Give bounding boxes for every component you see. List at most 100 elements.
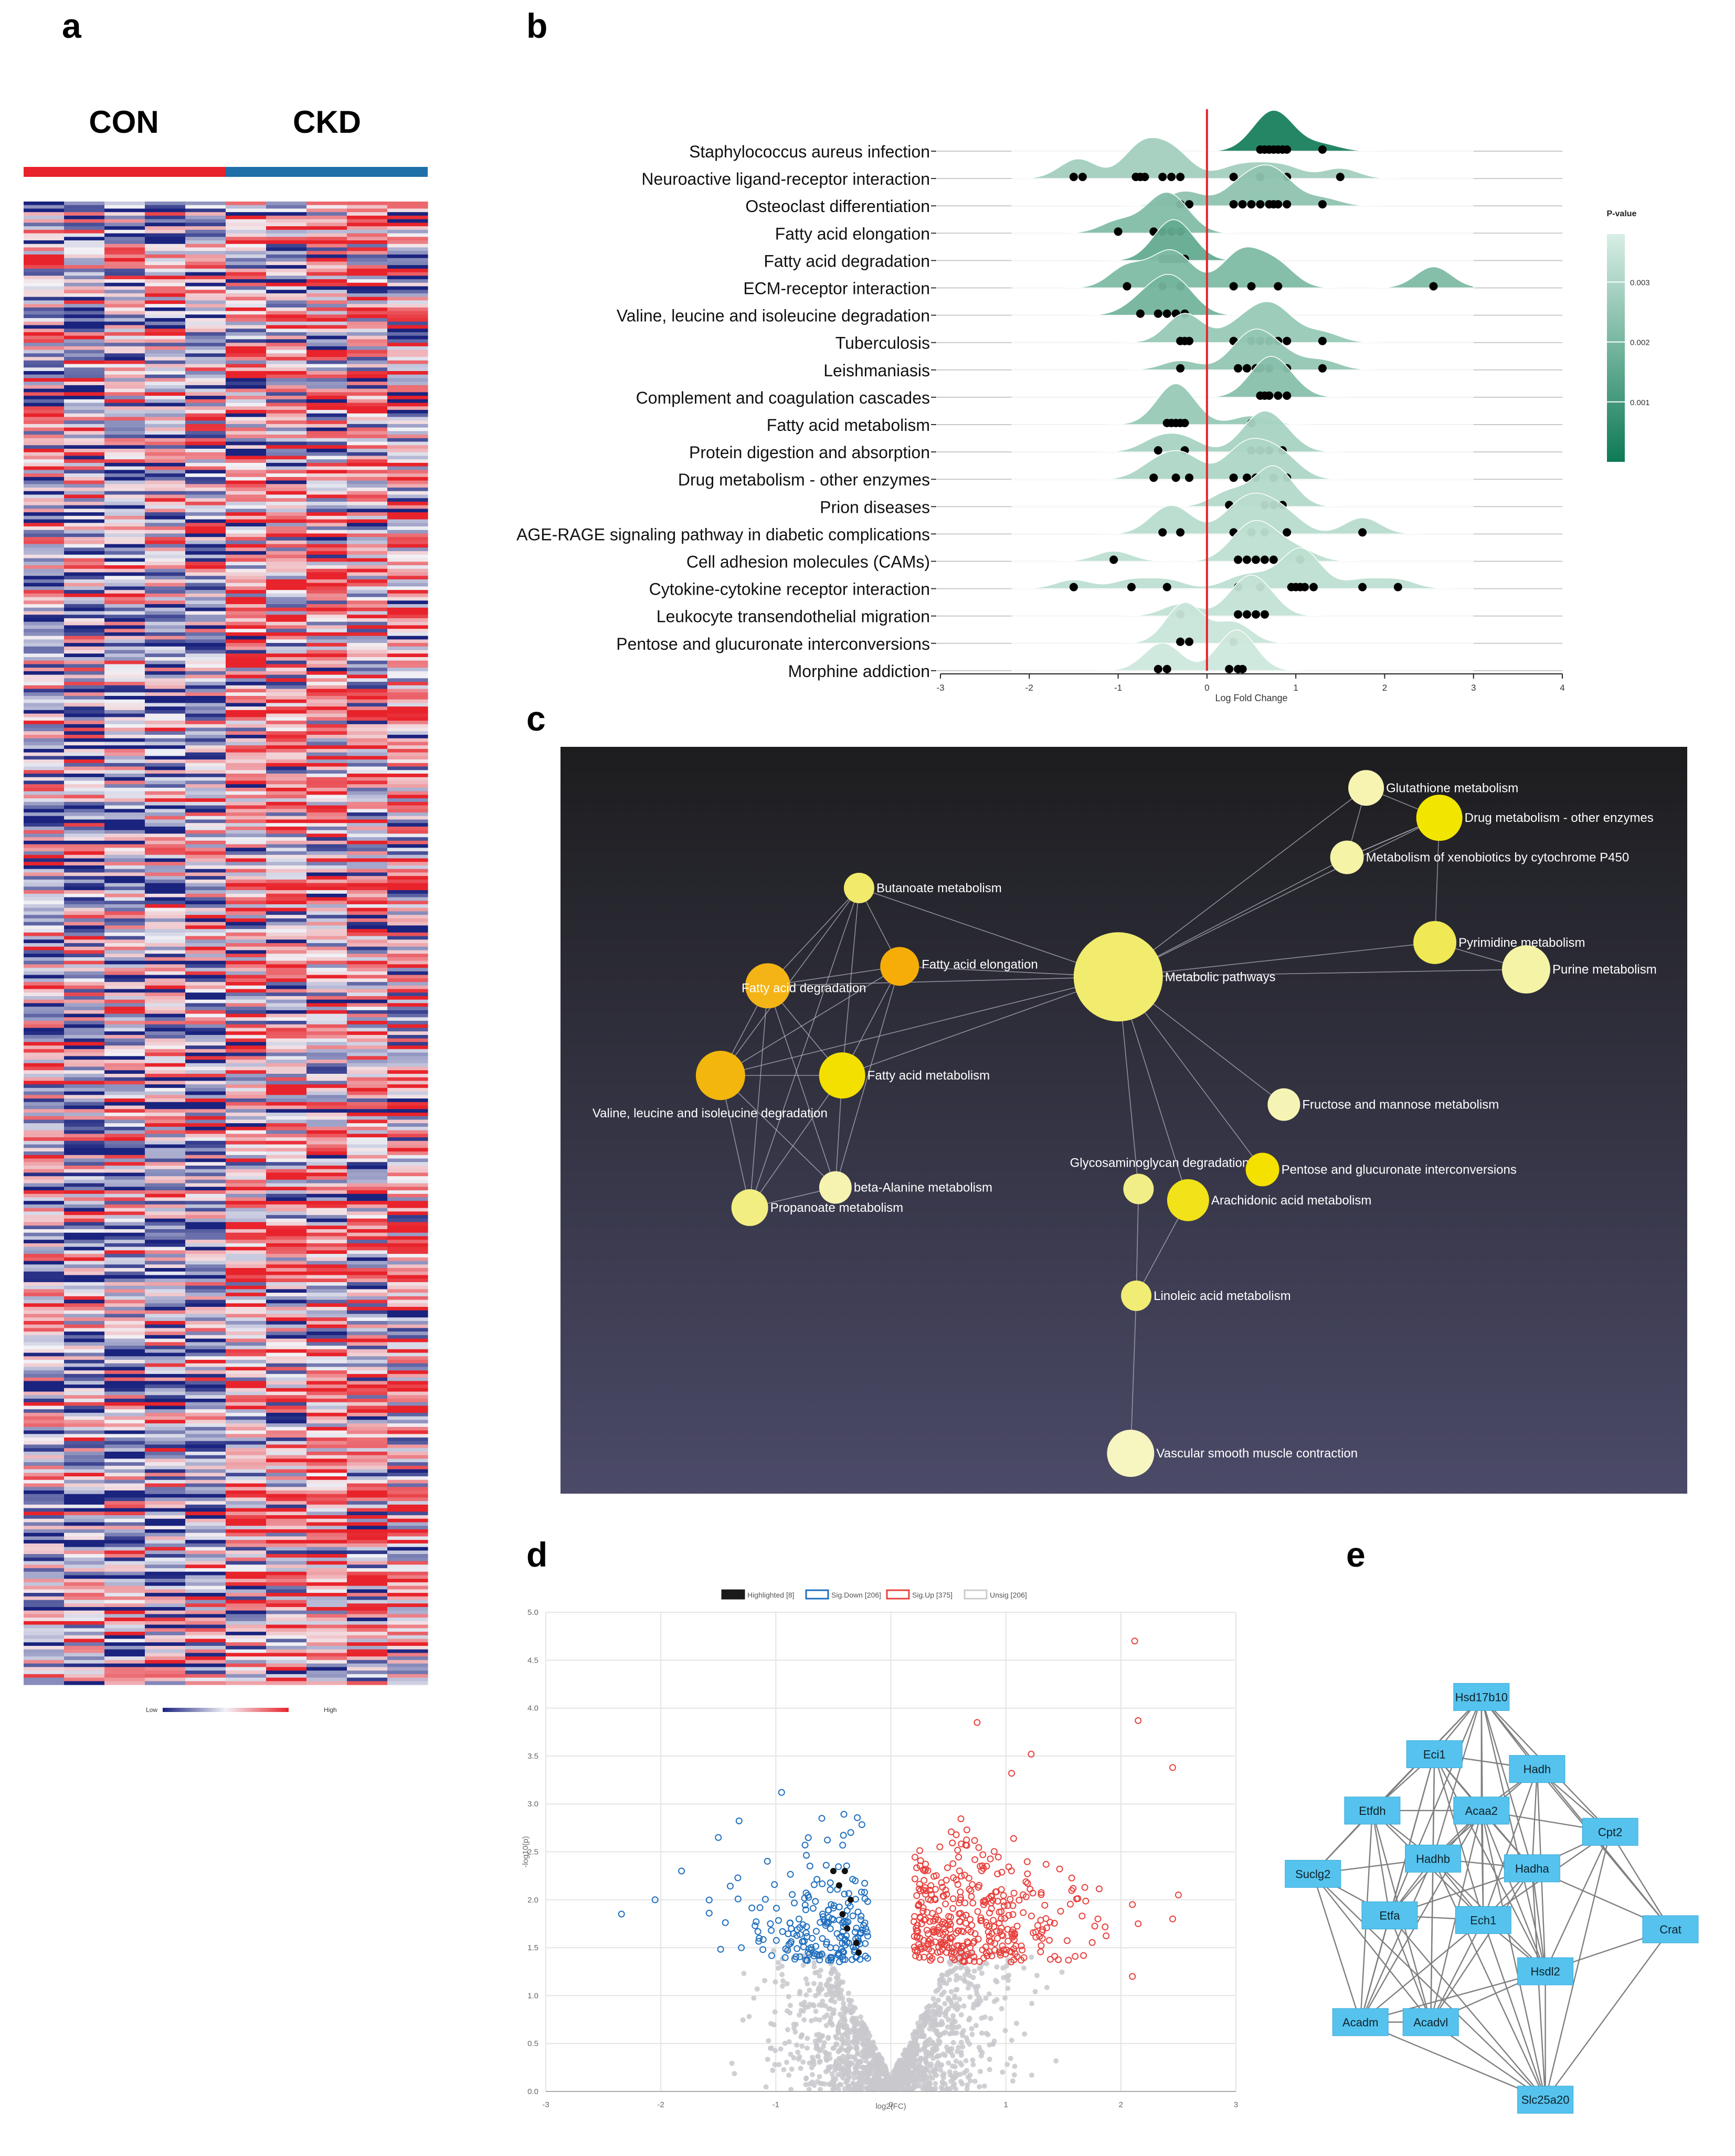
- heatmap-cell: [24, 1282, 65, 1286]
- heatmap-cell: [266, 523, 307, 527]
- heatmap-cell: [387, 265, 428, 269]
- heatmap-cell: [226, 462, 267, 467]
- heatmap-cell: [104, 212, 145, 216]
- heatmap-cell: [185, 470, 226, 474]
- heatmap-cell: [266, 208, 307, 213]
- heatmap-cell: [226, 1282, 267, 1286]
- heatmap-cell: [24, 205, 65, 209]
- heatmap-cell: [306, 1448, 347, 1452]
- colorbar-tick-label: 0.003: [1630, 278, 1650, 287]
- heatmap-cell: [185, 1536, 226, 1540]
- heatmap-cell: [24, 809, 65, 813]
- heatmap-cell: [266, 1645, 307, 1650]
- heatmap-cell: [347, 449, 388, 453]
- ridge-point: [1162, 664, 1171, 673]
- heatmap-cell: [226, 1243, 267, 1248]
- heatmap-cell: [24, 1416, 65, 1420]
- heatmap-cell: [347, 668, 388, 672]
- heatmap-cell: [64, 1363, 105, 1368]
- heatmap-cell: [104, 1172, 145, 1177]
- heatmap-cell: [185, 1314, 226, 1318]
- heatmap-cell: [347, 674, 388, 679]
- heatmap-cell: [306, 558, 347, 562]
- heatmap-cell: [306, 1462, 347, 1466]
- heatmap-cell: [104, 367, 145, 372]
- heatmap-cell: [145, 371, 186, 375]
- heatmap-cell: [266, 1007, 307, 1011]
- heatmap-cell: [104, 382, 145, 386]
- heatmap-cell: [64, 1105, 105, 1109]
- heatmap-cell: [64, 459, 105, 463]
- heatmap-cell: [64, 1087, 105, 1092]
- heatmap-cell: [104, 406, 145, 410]
- heatmap-cell: [64, 1473, 105, 1477]
- heatmap-cell: [266, 770, 307, 774]
- heatmap-cell: [145, 915, 186, 919]
- heatmap-cell: [24, 1508, 65, 1512]
- heatmap-cell: [226, 332, 267, 336]
- heatmap-cell: [104, 823, 145, 827]
- heatmap-cell: [266, 1229, 307, 1233]
- heatmap-cell: [104, 424, 145, 428]
- heatmap-cell: [185, 918, 226, 923]
- heatmap-cell: [347, 1126, 388, 1131]
- heatmap-cell: [306, 766, 347, 770]
- network-node-label: Linoleic acid metabolism: [1154, 1289, 1290, 1303]
- heatmap-cell: [347, 1529, 388, 1534]
- heatmap-cell: [145, 254, 186, 259]
- heatmap-cell: [145, 1494, 186, 1498]
- pathway-label: Fatty acid metabolism: [767, 416, 930, 435]
- heatmap-cell: [347, 1060, 388, 1064]
- heatmap-cell: [266, 1024, 307, 1029]
- heatmap-cell: [306, 674, 347, 679]
- heatmap-cell: [306, 1642, 347, 1646]
- heatmap-cell: [185, 1596, 226, 1601]
- heatmap-cell: [347, 279, 388, 283]
- heatmap-cell: [24, 748, 65, 753]
- heatmap-cell: [347, 763, 388, 767]
- heatmap-cell: [226, 787, 267, 792]
- heatmap-cell: [347, 1448, 388, 1452]
- heatmap-cell: [226, 1197, 267, 1201]
- heatmap-cell: [185, 745, 226, 749]
- heatmap-cell: [306, 1377, 347, 1381]
- heatmap-cell: [306, 805, 347, 809]
- heatmap-cell: [145, 727, 186, 732]
- heatmap-cell: [185, 1317, 226, 1322]
- heatmap-cell: [185, 724, 226, 728]
- heatmap-cell: [387, 325, 428, 329]
- heatmap-cell: [306, 862, 347, 866]
- heatmap-cell: [306, 1518, 347, 1523]
- heatmap-cell: [347, 830, 388, 834]
- heatmap-cell: [387, 435, 428, 439]
- heatmap-cell: [24, 1420, 65, 1424]
- heatmap-cell: [226, 816, 267, 820]
- heatmap-cell: [64, 1169, 105, 1173]
- heatmap-cell: [306, 1179, 347, 1184]
- heatmap-cell: [24, 406, 65, 410]
- heatmap-cell: [226, 901, 267, 905]
- heatmap-cell: [306, 1320, 347, 1325]
- heatmap-cell: [266, 1565, 307, 1569]
- heatmap-cell: [145, 1363, 186, 1368]
- heatmap-cell: [387, 848, 428, 852]
- heatmap-cell: [104, 1674, 145, 1678]
- heatmap-cell: [266, 1310, 307, 1315]
- heatmap-cell: [266, 671, 307, 675]
- heatmap-cell: [266, 1038, 307, 1042]
- heatmap-cell: [145, 1331, 186, 1336]
- heatmap-cell: [387, 629, 428, 633]
- heatmap-cell: [64, 1483, 105, 1487]
- heatmap-cell: [306, 314, 347, 319]
- heatmap-cell: [104, 1579, 145, 1583]
- heatmap-cell: [347, 1293, 388, 1297]
- heatmap-cell: [266, 583, 307, 587]
- heatmap-cell: [347, 307, 388, 312]
- heatmap-cell: [266, 1077, 307, 1082]
- heatmap-cell: [387, 872, 428, 876]
- heatmap-cell: [104, 1282, 145, 1286]
- heatmap-cell: [266, 1236, 307, 1240]
- heatmap-cell: [24, 1596, 65, 1601]
- heatmap-cell: [306, 636, 347, 640]
- heatmap-cell: [306, 611, 347, 615]
